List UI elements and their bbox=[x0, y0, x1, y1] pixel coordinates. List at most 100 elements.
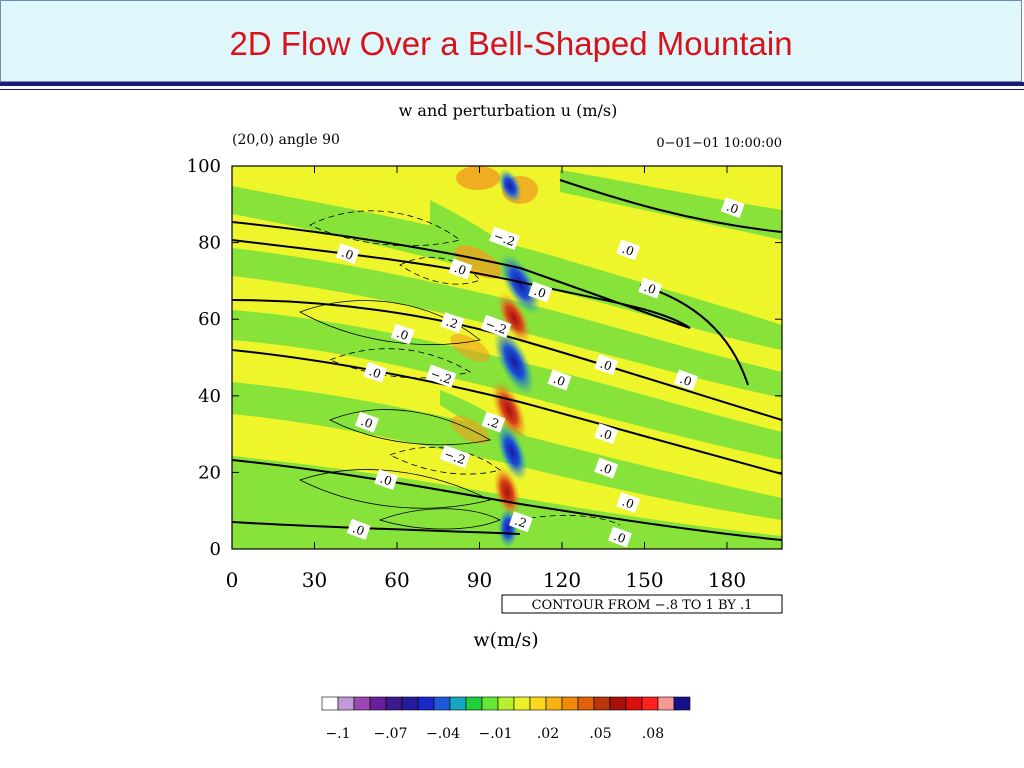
contour-label-bg bbox=[363, 361, 388, 383]
contour-label-bg bbox=[425, 364, 457, 388]
contour-label-bg bbox=[439, 444, 471, 469]
contour-label-bg bbox=[607, 526, 632, 548]
colorbar-swatch bbox=[369, 696, 387, 711]
contour-label-text: .0 bbox=[598, 426, 614, 443]
slide-header: 2D Flow Over a Bell-Shaped Mountain bbox=[0, 0, 1022, 82]
colorbar-tick-label: .05 bbox=[589, 726, 611, 742]
contour-label-text: .2 bbox=[513, 514, 529, 531]
contour-label-text: .0 bbox=[532, 284, 548, 301]
contour-label-bg bbox=[489, 226, 520, 250]
contour-label-text: −.2 bbox=[428, 366, 453, 387]
contour-label: .2 bbox=[440, 312, 465, 334]
contour-label-bg bbox=[594, 354, 619, 376]
contour-label-bg bbox=[448, 258, 473, 280]
colorbar-swatch bbox=[385, 696, 403, 711]
contour-label-text: .0 bbox=[620, 495, 636, 512]
contour-label: −.2 bbox=[489, 226, 520, 250]
contour-label: .0 bbox=[607, 526, 632, 548]
contour-label-bg bbox=[374, 469, 399, 491]
contour-label-bg bbox=[638, 277, 663, 299]
colorbar-swatch bbox=[353, 696, 371, 711]
colorbar-swatch bbox=[545, 696, 563, 711]
x-tick-label: 90 bbox=[467, 568, 492, 592]
colorbar-swatch bbox=[433, 696, 451, 711]
contour-label: .0 bbox=[673, 369, 698, 391]
colorbar-swatch bbox=[609, 696, 627, 711]
contour-label-bg bbox=[440, 312, 465, 334]
colorbar-swatch bbox=[657, 696, 675, 711]
contour-label-text: −.2 bbox=[483, 317, 508, 338]
colorbar-swatch bbox=[625, 696, 643, 711]
colorbar-swatch bbox=[449, 696, 467, 711]
contour-label-bg bbox=[346, 518, 371, 540]
contour-label-bg bbox=[335, 243, 360, 265]
colorbar-swatch bbox=[577, 696, 595, 711]
contour-label: −.2 bbox=[480, 314, 512, 339]
contour-label: .2 bbox=[508, 511, 533, 533]
contour-label: .0 bbox=[390, 323, 415, 345]
contour-label-bg bbox=[354, 411, 379, 433]
contour-label: .0 bbox=[335, 243, 360, 265]
x-axis: 0 30 60 90 120 150 180 bbox=[226, 166, 746, 592]
colorbar-swatch bbox=[529, 696, 547, 711]
contour-label-bg bbox=[594, 457, 619, 479]
contour-label-text: .0 bbox=[395, 326, 411, 343]
contour-label-bg bbox=[673, 369, 698, 391]
colorbar-swatch bbox=[337, 696, 355, 711]
x-tick-label: 0 bbox=[226, 568, 239, 592]
chart-title: w and perturbation u (m/s) bbox=[399, 101, 618, 120]
colorbar-swatch bbox=[561, 696, 579, 711]
y-tick-label: 0 bbox=[210, 539, 221, 560]
contour-label: .0 bbox=[616, 239, 641, 261]
colorbar-tick-label: −.01 bbox=[479, 726, 513, 742]
colorbar: −.1 −.07 −.04 −.01 .02 .05 .08 bbox=[321, 696, 691, 742]
contour-label-text: .0 bbox=[678, 372, 694, 389]
colorbar-swatch bbox=[673, 696, 691, 711]
contour-label-text: .0 bbox=[378, 472, 394, 489]
colorbar-swatch bbox=[593, 696, 611, 711]
x-axis-label: w(m/s) bbox=[473, 629, 538, 651]
colorbar-swatch bbox=[321, 696, 339, 711]
y-tick-label: 60 bbox=[198, 309, 221, 330]
colorbar-tick-label: .08 bbox=[642, 726, 664, 742]
contour-label: −.2 bbox=[425, 364, 457, 388]
chart-subtitle-left: (20,0) angle 90 bbox=[232, 132, 340, 148]
contour-label: .0 bbox=[720, 197, 745, 219]
colorbar-swatch bbox=[417, 696, 435, 711]
plot-area: .0 .0 .0 .0 .0 −.2 .0 .2 −.2 .0 .0 .0 .0 −.2 .0 .0 .2 .0 −… bbox=[232, 166, 782, 549]
contour-label-text: .0 bbox=[598, 357, 614, 374]
contour-label-text: .0 bbox=[359, 414, 375, 431]
contour-label-text: .0 bbox=[551, 372, 567, 389]
contour-label: .0 bbox=[638, 277, 663, 299]
y-tick-label: 100 bbox=[187, 156, 221, 177]
contour-label: .0 bbox=[594, 423, 619, 445]
contour-label: .0 bbox=[374, 469, 399, 491]
colorbar-tick-label: −.1 bbox=[325, 726, 350, 742]
contour-label-bg bbox=[481, 411, 506, 433]
contour-label: .0 bbox=[448, 258, 473, 280]
x-tick-label: 120 bbox=[543, 568, 581, 592]
colorbar-swatch bbox=[641, 696, 659, 711]
colorbar-tick-label: −.04 bbox=[426, 726, 460, 742]
contour-label: .0 bbox=[594, 457, 619, 479]
x-tick-label: 60 bbox=[384, 568, 409, 592]
contour-label-layer: .0 .0 .0 .0 .0 −.2 .0 .2 −.2 .0 .0 .0 .0 −.2 .0 .0 .2 .0 −… bbox=[335, 197, 745, 548]
contour-label-text: .0 bbox=[725, 200, 741, 217]
x-tick-label: 180 bbox=[708, 568, 746, 592]
contour-note: CONTOUR FROM −.8 TO 1 BY .1 bbox=[532, 598, 753, 613]
x-tick-label: 150 bbox=[625, 568, 663, 592]
contour-label-bg bbox=[594, 423, 619, 445]
colorbar-swatch bbox=[401, 696, 419, 711]
contour-label: .0 bbox=[547, 369, 572, 391]
contour-label: .0 bbox=[594, 354, 619, 376]
x-tick-label: 30 bbox=[302, 568, 327, 592]
colorbar-tick-label: −.07 bbox=[374, 726, 408, 742]
contour-label-text: .0 bbox=[367, 364, 383, 381]
slide-title: 2D Flow Over a Bell-Shaped Mountain bbox=[229, 25, 793, 62]
y-tick-label: 40 bbox=[198, 386, 221, 407]
contour-label-bg bbox=[480, 314, 512, 339]
colorbar-swatch bbox=[481, 696, 499, 711]
colorbar-swatch bbox=[497, 696, 515, 711]
y-tick-label: 80 bbox=[198, 233, 221, 254]
header-rule-thin bbox=[0, 89, 1024, 90]
